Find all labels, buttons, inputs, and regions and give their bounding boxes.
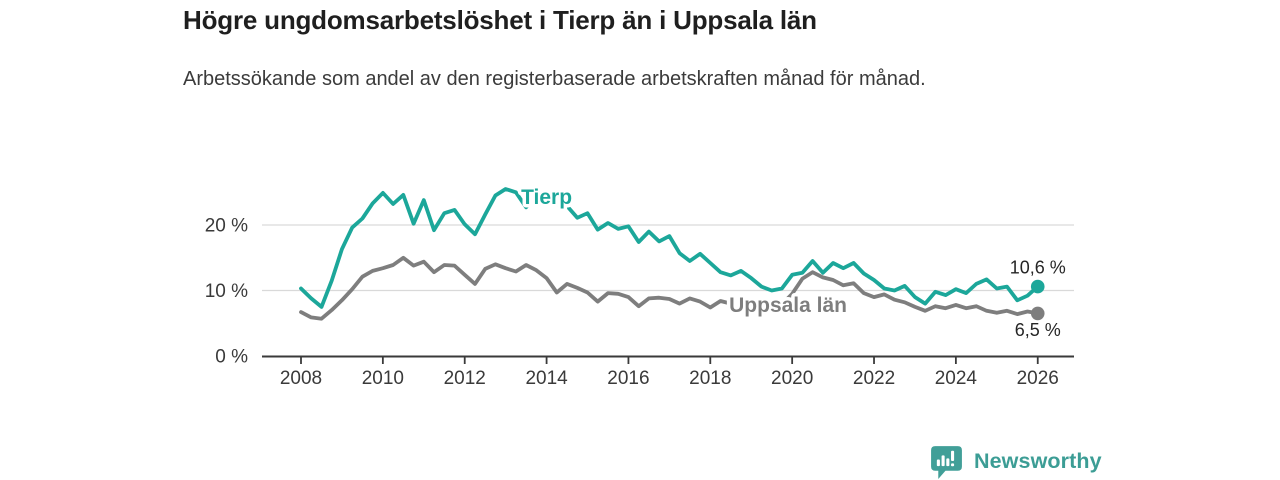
x-axis-tick-label: 2014: [525, 368, 568, 389]
series-line-uppsala-län: [299, 255, 1040, 321]
series-end-value-label: 10,6 %: [1010, 258, 1066, 278]
x-axis-tick-label: 2016: [607, 368, 649, 389]
y-axis-tick-label: 0 %: [215, 347, 248, 368]
page-title: Högre ungdomsarbetslöshet i Tierp än i U…: [183, 5, 817, 35]
series-end-dot: [1030, 306, 1045, 321]
x-axis-tick-label: 2022: [853, 368, 895, 389]
y-axis-tick-label: 10 %: [205, 281, 248, 302]
x-axis-tick-label: 2008: [280, 368, 322, 389]
series-end-dot: [1030, 279, 1045, 294]
brand-name: Newsworthy: [974, 449, 1102, 473]
x-axis-tick-label: 2010: [362, 368, 404, 389]
newsworthy-bubble-chart-icon: [931, 446, 962, 479]
x-axis-tick-label: 2024: [935, 368, 978, 389]
x-axis-tick-label: 2018: [689, 368, 731, 389]
series-line-tierp: [299, 187, 1040, 309]
series-label: Tierp: [521, 186, 572, 209]
series-end-value-label: 6,5 %: [1015, 320, 1061, 340]
page-subtitle: Arbetssökande som andel av den registerb…: [183, 68, 926, 90]
x-axis-tick-label: 2012: [444, 368, 486, 389]
x-axis-tick-label: 2020: [771, 368, 813, 389]
newsworthy-logo: Newsworthy: [928, 443, 1102, 480]
y-axis-tick-label: 20 %: [205, 216, 248, 237]
x-axis-tick-label: 2026: [1017, 368, 1059, 389]
series-label: Uppsala län: [729, 294, 847, 317]
